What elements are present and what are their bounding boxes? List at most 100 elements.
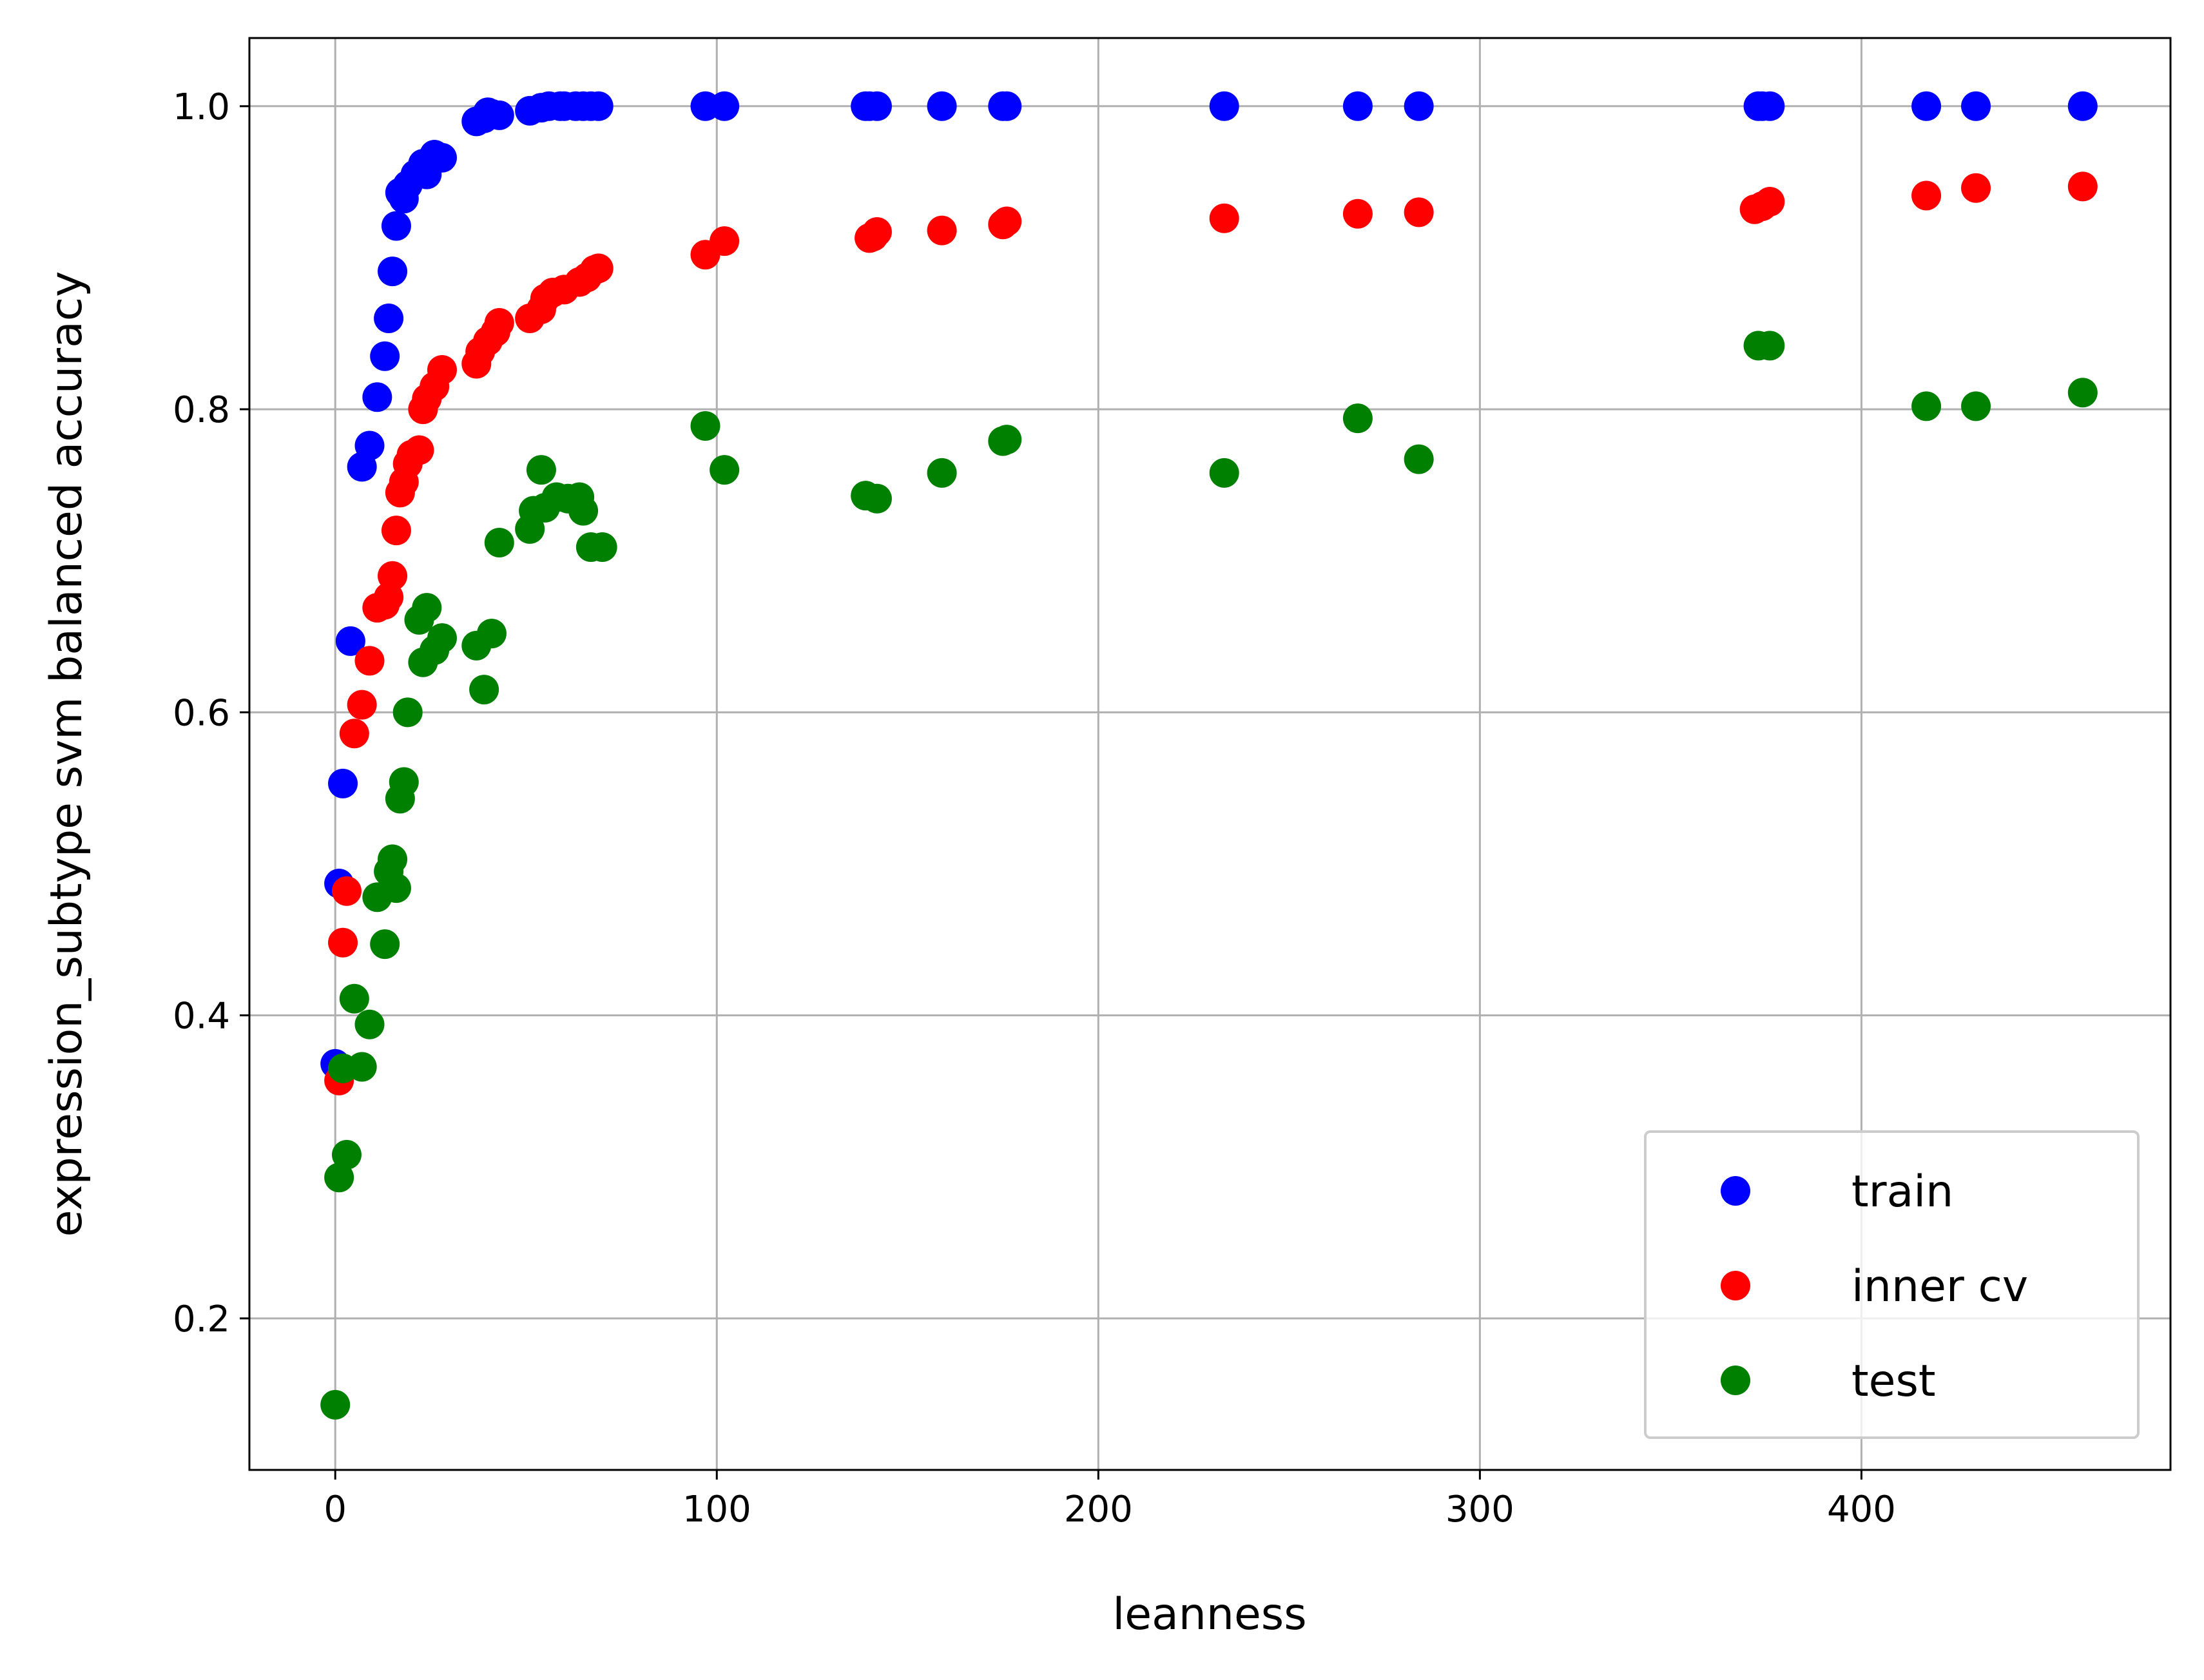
point-train bbox=[362, 382, 392, 412]
point-test bbox=[526, 455, 556, 485]
x-axis-label: leanness bbox=[1112, 1589, 1306, 1640]
point-inner-cv bbox=[331, 876, 362, 906]
legend-label-inner-cv: inner cv bbox=[1851, 1261, 2028, 1312]
legend-box bbox=[1644, 1130, 2140, 1439]
point-test bbox=[389, 767, 419, 797]
plot-frame bbox=[248, 37, 2172, 1471]
point-test bbox=[354, 1009, 385, 1039]
point-inner-cv bbox=[1209, 203, 1239, 233]
y-axis-label: expression_subtype svm balanced accuracy bbox=[41, 271, 92, 1237]
point-test bbox=[392, 697, 423, 728]
x-tick-label: 400 bbox=[1827, 1489, 1896, 1530]
point-inner-cv bbox=[583, 253, 614, 284]
point-inner-cv bbox=[1961, 173, 1991, 203]
point-test bbox=[1404, 444, 1434, 474]
point-inner-cv bbox=[404, 435, 434, 465]
legend-label-test: test bbox=[1851, 1356, 1936, 1407]
point-train bbox=[927, 91, 957, 121]
point-test bbox=[862, 483, 892, 514]
point-inner-cv bbox=[1755, 186, 1785, 217]
point-inner-cv bbox=[484, 308, 514, 338]
axis-ticks: 0 100 200 300 400 0.2 0.4 0.6 0.8 1.0 bbox=[173, 86, 1896, 1530]
y-tick-label: 0.8 bbox=[173, 389, 230, 431]
legend-marker-inner-cv bbox=[1721, 1271, 1750, 1300]
point-test bbox=[347, 1052, 377, 1082]
point-inner-cv bbox=[328, 927, 358, 958]
point-test bbox=[2067, 378, 2098, 408]
point-train bbox=[1404, 91, 1434, 121]
point-train bbox=[583, 91, 614, 121]
grid bbox=[249, 38, 2170, 1470]
point-train bbox=[328, 768, 358, 798]
point-test bbox=[378, 844, 408, 874]
point-train bbox=[335, 626, 365, 656]
point-test bbox=[927, 458, 957, 488]
point-inner-cv bbox=[347, 690, 377, 720]
point-train bbox=[862, 91, 892, 121]
point-train bbox=[1209, 91, 1239, 121]
point-test bbox=[690, 410, 720, 441]
point-test bbox=[992, 425, 1022, 455]
point-inner-cv bbox=[862, 217, 892, 247]
legend-marker-train bbox=[1721, 1176, 1750, 1206]
point-train bbox=[378, 256, 408, 287]
point-train bbox=[484, 100, 514, 130]
point-test bbox=[484, 527, 514, 557]
point-train bbox=[710, 91, 740, 121]
point-inner-cv bbox=[381, 516, 411, 546]
point-test bbox=[331, 1139, 362, 1170]
legend: train inner cv test bbox=[1644, 1130, 2140, 1439]
point-inner-cv bbox=[1342, 198, 1373, 229]
point-inner-cv bbox=[1911, 180, 1942, 211]
point-train bbox=[354, 430, 385, 461]
point-train bbox=[374, 303, 404, 333]
legend-label-train: train bbox=[1851, 1166, 1953, 1217]
point-inner-cv bbox=[927, 215, 957, 246]
point-train bbox=[2067, 91, 2098, 121]
legend-marker-test bbox=[1721, 1366, 1750, 1395]
point-test bbox=[710, 455, 740, 485]
point-train bbox=[992, 91, 1022, 121]
y-tick-label: 1.0 bbox=[173, 86, 230, 128]
point-test bbox=[412, 593, 442, 623]
x-tick-label: 0 bbox=[324, 1489, 347, 1530]
point-inner-cv bbox=[992, 206, 1022, 237]
point-test bbox=[476, 619, 507, 649]
point-test bbox=[1755, 331, 1785, 361]
point-test bbox=[587, 532, 617, 563]
point-test bbox=[1961, 391, 1991, 421]
point-test bbox=[1911, 391, 1942, 421]
point-train bbox=[427, 142, 457, 173]
point-inner-cv bbox=[378, 561, 408, 591]
x-tick-label: 100 bbox=[682, 1489, 751, 1530]
x-tick-label: 200 bbox=[1064, 1489, 1133, 1530]
point-test bbox=[469, 675, 499, 705]
point-train bbox=[1961, 91, 1991, 121]
point-test bbox=[1209, 458, 1239, 488]
point-test bbox=[324, 1163, 354, 1193]
y-tick-label: 0.6 bbox=[173, 692, 230, 734]
y-tick-label: 0.4 bbox=[173, 996, 230, 1038]
point-inner-cv bbox=[1404, 197, 1434, 227]
y-tick-label: 0.2 bbox=[173, 1299, 230, 1340]
point-train bbox=[1755, 91, 1785, 121]
point-inner-cv bbox=[2067, 171, 2098, 202]
x-tick-label: 300 bbox=[1445, 1489, 1514, 1530]
point-test bbox=[568, 496, 599, 526]
data-points bbox=[320, 91, 2098, 1420]
point-test bbox=[381, 873, 411, 903]
point-test bbox=[1342, 403, 1373, 434]
point-train bbox=[370, 341, 400, 371]
point-train bbox=[1342, 91, 1373, 121]
point-inner-cv bbox=[710, 226, 740, 256]
point-inner-cv bbox=[427, 354, 457, 385]
point-test bbox=[427, 623, 457, 653]
point-inner-cv bbox=[339, 719, 369, 749]
point-test bbox=[370, 929, 400, 960]
point-test bbox=[339, 983, 369, 1014]
point-test bbox=[320, 1389, 351, 1420]
point-inner-cv bbox=[354, 646, 385, 676]
point-train bbox=[381, 211, 411, 241]
point-train bbox=[1911, 91, 1942, 121]
